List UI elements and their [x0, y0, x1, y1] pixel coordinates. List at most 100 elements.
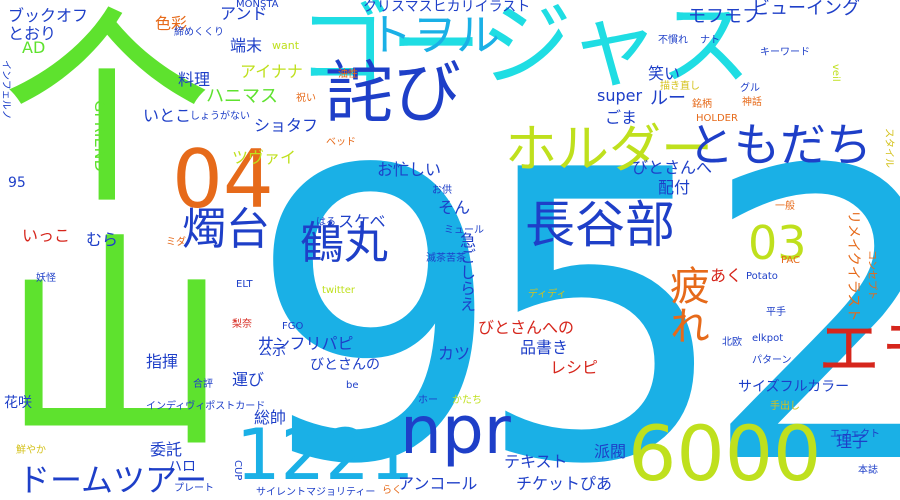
word-holder: ホルダー	[505, 120, 714, 180]
word-sousui: 総帥	[254, 408, 287, 427]
word-sonna: そん	[438, 198, 471, 217]
word-gorgeous: ゴージャス	[298, 0, 752, 99]
word-touken-bottom: 山	[0, 213, 231, 480]
word-pac: PAC	[781, 255, 801, 266]
word-want: want	[272, 39, 300, 52]
word-concept: コンセプト	[866, 250, 877, 300]
word-isogashii: お忙しい	[377, 160, 442, 179]
word-iwai: 祝い	[296, 93, 316, 104]
word-katsu: カツ	[438, 344, 471, 363]
word-katachi: かたち	[452, 395, 482, 406]
word-potato: Potato	[746, 271, 778, 282]
word-meigara: 銘柄	[692, 99, 712, 110]
word-rina: 梨奈	[232, 319, 252, 330]
word-elkpot: elkpot	[752, 333, 784, 344]
word-habatsu: 派閥	[594, 442, 627, 461]
word-tsurumaru: 鶴丸	[300, 218, 388, 269]
word-shinagaki: 品書き	[520, 338, 569, 357]
word-metsuno: 滅茶苦茶	[426, 253, 466, 264]
word-95: 95	[8, 175, 26, 191]
word-keyword: キーワード	[760, 47, 810, 58]
word-gouhyou: 合評	[193, 379, 213, 390]
word-hallo: ハロ	[168, 459, 196, 475]
word-and: アンド	[220, 4, 268, 23]
word-hoo: ホー	[418, 395, 438, 406]
word-twitter: twitter	[322, 285, 355, 296]
word-shiki: 指揮	[146, 352, 179, 371]
word-super: super	[597, 86, 643, 105]
word-kakinaoshi: 描き直し	[660, 81, 700, 92]
word-shotaf: ショタフ	[254, 116, 319, 135]
word-bitosanhe: びとさんへ	[632, 158, 713, 177]
word-holder-en: HOLDER	[696, 113, 738, 124]
word-bookoff: ブックオフ	[8, 6, 89, 25]
word-fgo: FGO	[282, 321, 304, 332]
word-hasebe: 長谷部	[525, 196, 675, 254]
word-touken-top: 个	[2, 0, 213, 233]
word-plate: プレート	[174, 483, 214, 494]
word-inin: 委託	[150, 440, 183, 459]
word-tedashi: 手出し	[770, 401, 800, 412]
word-pattern: パターン	[752, 355, 792, 366]
word-bed: ベッド	[326, 137, 356, 148]
word-hanimas: ハニマス	[206, 86, 278, 107]
word-gurume: グル	[740, 83, 760, 94]
word-text: テキスト	[504, 452, 568, 471]
word-raku: らく	[382, 485, 402, 496]
word-hirate: 平手	[766, 307, 786, 318]
word-otomo: お供	[432, 185, 452, 196]
word-koushi: 公示	[258, 343, 286, 359]
word-npr: npr	[400, 392, 511, 469]
word-honshi: 本誌	[858, 465, 878, 476]
word-kasaki: 花咲	[4, 395, 32, 411]
word-tsukare: 疲れ	[663, 265, 709, 345]
word-sanfuri: サンフリパピ	[258, 334, 354, 353]
word-roo: ルー	[650, 88, 686, 109]
word-shikisai: 色彩	[155, 14, 188, 33]
word-shimekiri: 締めくくり	[174, 27, 224, 38]
word-tanmatsu: 端末	[230, 36, 263, 55]
word-monsta: MONSTA	[236, 0, 279, 10]
word-veil: veil	[830, 64, 841, 82]
word-aku: あく	[710, 266, 743, 285]
word-nato: ナト	[700, 35, 720, 46]
word-haifu: 配付	[658, 178, 691, 197]
word-mida: ミダ	[166, 237, 186, 248]
word-bitosanno: びとさんの	[310, 357, 380, 373]
word-tsuvai: ツヴァイ	[232, 148, 297, 167]
word-ainana: アイナナ	[240, 62, 303, 81]
word-1221: 1221	[236, 414, 415, 496]
word-6000: 6000	[628, 409, 822, 498]
word-ikko: いっこ	[22, 226, 71, 245]
word-christmas: クリスマスヒカリイラスト	[363, 0, 531, 15]
word-dome-tour: ドームツアー	[18, 461, 208, 499]
word-isogoshirae: 急ごしらえ	[457, 232, 476, 312]
word-toori: とおり	[8, 24, 57, 43]
word-shinwa: 神話	[742, 97, 762, 108]
word-aburasei: 油性	[338, 69, 358, 80]
word-recipe: レシピ	[550, 358, 599, 377]
word-haru: はる	[316, 217, 336, 228]
word-encore: アンコール	[398, 474, 478, 493]
word-952: 952	[248, 87, 900, 500]
word-shouga: しょうがない	[190, 111, 250, 122]
word-youkai: 妖怪	[36, 273, 56, 284]
word-04: 04	[172, 133, 274, 226]
word-indiv: インディヴィポストカード	[146, 401, 266, 412]
word-apology: 詫び	[325, 54, 462, 133]
word-remake-illust: リメイクイラスト	[845, 210, 861, 322]
word-sizefree: サイズフルカラー	[738, 379, 850, 395]
word-gfriend: GFRIEND	[91, 100, 110, 172]
word-candle: 燭台	[182, 204, 270, 255]
word-didi: ディディ	[528, 289, 567, 300]
word-towel: トヲル	[368, 10, 500, 61]
word-hakobi: 運び	[232, 370, 265, 389]
word-silent: サイレントマジョリティー	[256, 487, 376, 498]
word-itoko: いとこ	[143, 106, 192, 125]
word-goma: ごま	[605, 108, 638, 127]
word-mura: むら	[86, 230, 119, 249]
word-sukebe: スケベ	[338, 212, 386, 231]
word-bitosannoe: びとさんへの	[478, 318, 575, 337]
word-ryouri: 料理	[178, 70, 211, 89]
